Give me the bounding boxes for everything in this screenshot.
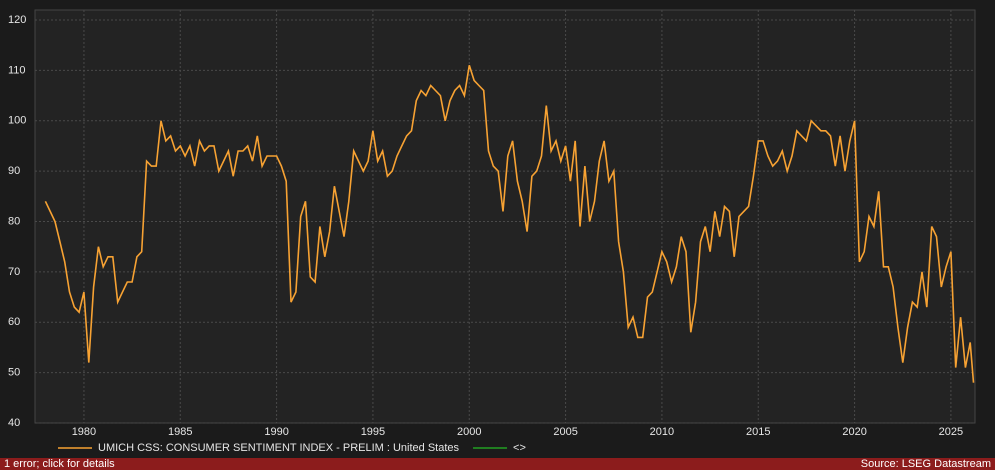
y-tick-label: 100 [8, 115, 26, 127]
x-tick-label: 2010 [650, 426, 674, 438]
y-tick-label: 40 [8, 417, 20, 429]
source: Source: LSEG Datastream [860, 458, 991, 470]
x-tick-label: 1980 [72, 426, 96, 438]
y-tick-label: 60 [8, 316, 20, 328]
chart: 40 50 60 70 80 90 100 110 120 1980 1985 1990 1995 200… [8, 9, 976, 454]
series-line [44, 65, 975, 383]
x-tick-label: 2020 [842, 426, 866, 438]
x-tick-label: 2015 [746, 426, 770, 438]
legend-label: UMICH CSS: CONSUMER SENTIMENT INDEX - PR… [98, 442, 460, 454]
status-bar: 1 error; click for details Source: LSEG … [0, 458, 995, 470]
y-tick-label: 110 [8, 64, 26, 76]
x-tick-label: 1995 [361, 426, 385, 438]
y-tick-label: 90 [8, 165, 20, 177]
x-tick-label: 2005 [553, 426, 577, 438]
legend-label: <> [513, 442, 526, 454]
error-link[interactable]: 1 error; click for details [4, 458, 115, 470]
y-tick-label: 70 [8, 266, 20, 278]
y-tick-label: 80 [8, 215, 20, 227]
plot-area [34, 9, 976, 424]
x-tick-label: 2025 [939, 426, 963, 438]
x-tick-label: 1990 [264, 426, 288, 438]
y-tick-label: 50 [8, 367, 20, 379]
x-tick-label: 2000 [457, 426, 481, 438]
y-tick-label: 120 [8, 14, 26, 26]
x-tick-label: 1985 [168, 426, 192, 438]
